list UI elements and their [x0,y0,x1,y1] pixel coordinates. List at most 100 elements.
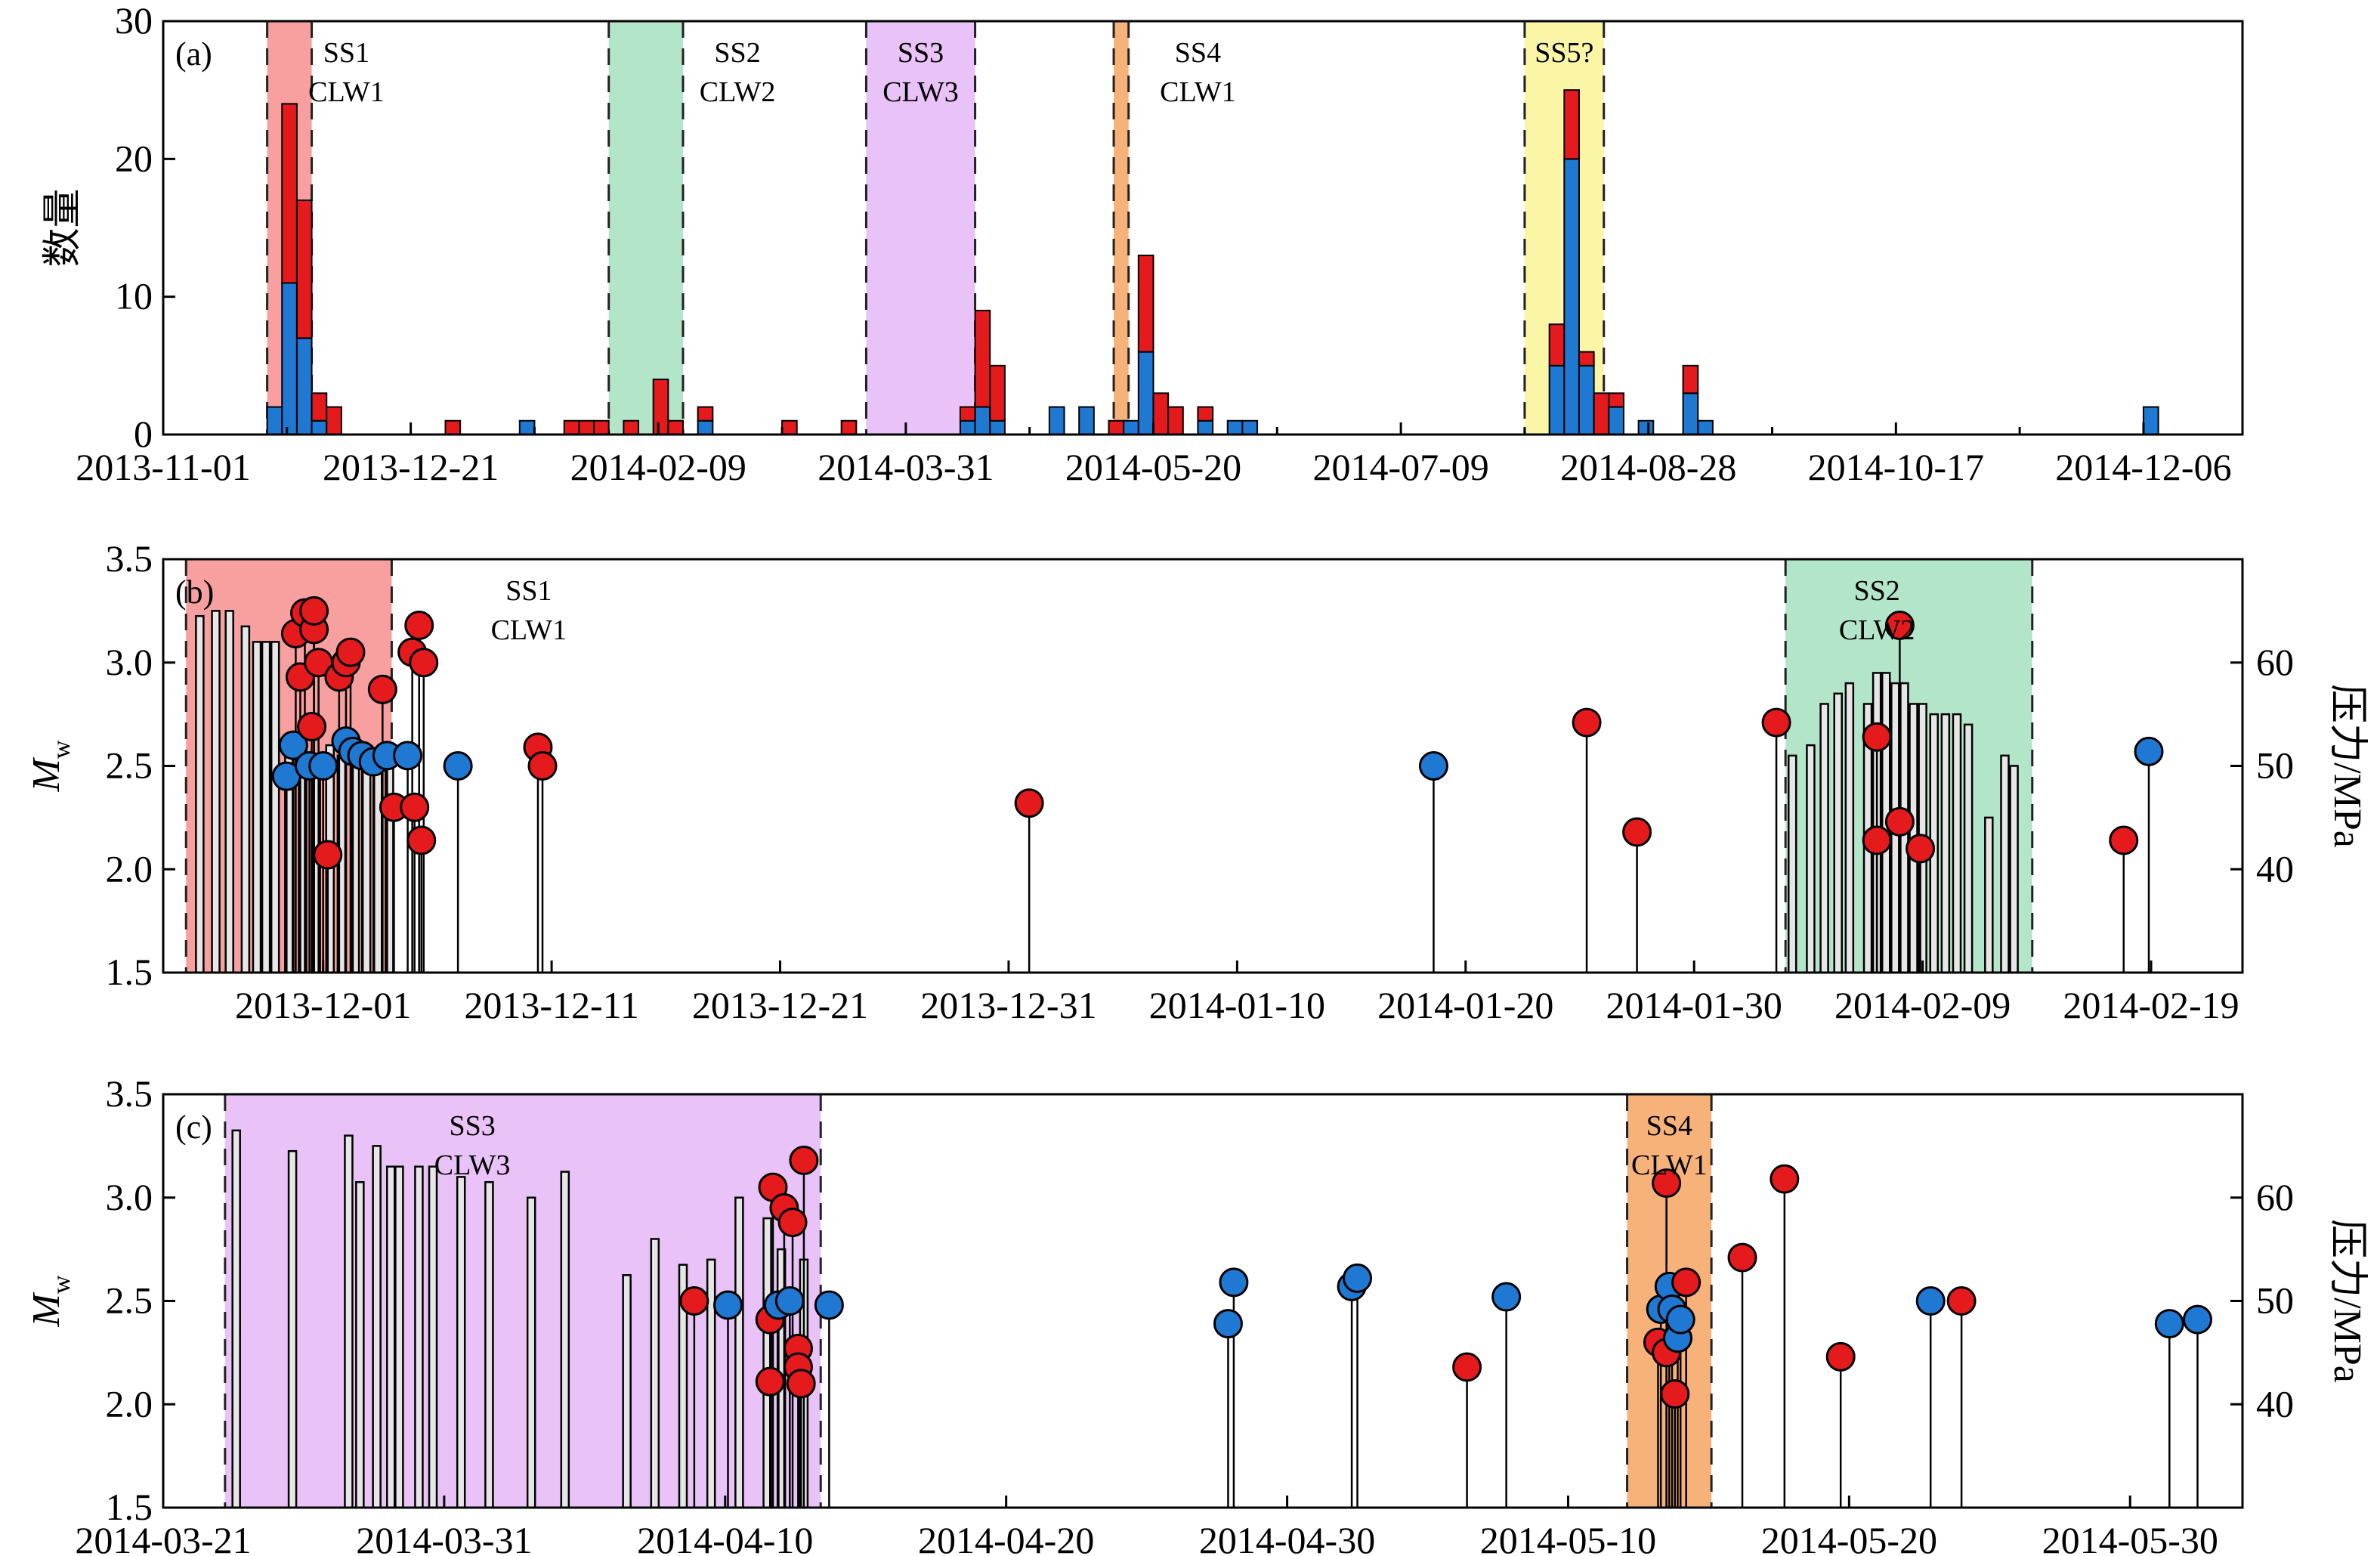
stage-label: SS2 [1853,575,1899,607]
panel-label: (a) [175,36,212,73]
pressure-bar [395,1167,403,1508]
y-axis-label-main: M [25,1292,68,1327]
event-marker [1214,1310,1241,1338]
x-tick-label: 2014-03-21 [75,1519,251,1556]
bar-red [1153,393,1168,435]
pressure-bar [1985,818,1992,973]
event-marker [2110,827,2137,854]
pressure-bar [253,642,261,973]
stage-label: SS4 [1175,37,1221,69]
stage-label: SS2 [714,37,760,69]
bar-red [1594,393,1609,435]
event-marker [298,713,326,741]
pressure-bar [226,611,233,973]
x-tick-label: 2014-05-10 [1480,1519,1656,1556]
bar-blue [282,283,297,435]
x-tick-label: 2014-04-20 [918,1519,1094,1556]
x-tick-label: 2014-03-31 [818,446,994,488]
bar-blue [1550,366,1565,435]
x-tick-label: 2014-02-09 [570,446,746,488]
event-marker [1763,709,1790,736]
bar-red [668,421,683,435]
y-tick-label: 2.0 [106,1382,153,1425]
y2-tick-label: 50 [2256,1279,2294,1322]
event-marker [1729,1244,1756,1271]
x-tick-label: 2013-12-11 [464,984,638,1026]
y-tick-label: 3.5 [106,1072,153,1115]
pressure-bar [1821,704,1828,973]
bar-red [445,421,460,435]
bar-blue [1639,421,1654,435]
bar-blue [1124,421,1139,435]
x-tick-label: 2014-02-09 [1834,984,2011,1026]
bar-red [1550,324,1565,366]
bar-blue [1564,159,1579,435]
y2-tick-label: 60 [2256,641,2294,683]
bar-red [1168,407,1183,435]
y-tick-label: 2.5 [106,1279,153,1322]
y2-axis-label: 压力/MPa [2326,1219,2369,1383]
bar-blue [1139,352,1154,435]
event-marker [401,793,428,821]
x-tick-label: 2014-08-28 [1560,446,1736,488]
event-marker [1015,790,1043,817]
bar-blue [698,421,713,435]
x-tick-label: 2014-01-20 [1377,984,1553,1026]
event-marker [1863,827,1890,854]
y-axis-label: 数量 [42,188,85,267]
panel-b: SS1 CLW1 SS2 CLW2 (b) 1.5 2.0 2.5 3.0 3.5 40 50 60 压力… [25,537,2369,1026]
bar-blue [1049,407,1065,435]
event-marker [790,1147,818,1174]
bar-red [564,421,580,435]
event-marker [779,1209,806,1236]
x-tick-label: 2014-01-30 [1606,984,1782,1026]
stage-band [609,21,683,435]
pressure-bar [212,611,220,973]
bar-blue [1683,393,1698,435]
x-tick-label: 2014-05-20 [1761,1519,1937,1556]
event-marker [2135,738,2162,765]
pressure-bar [345,1136,352,1508]
bar-blue [2144,407,2159,435]
stage-label: CLW1 [1160,76,1236,108]
y-axis-label-main: M [25,756,68,792]
pressure-bar [561,1172,569,1508]
pressure-bar [1846,683,1853,973]
event-marker [1863,723,1890,750]
event-marker [815,1292,842,1319]
y2-tick-label: 50 [2256,744,2294,787]
event-marker [1948,1288,1975,1315]
y-axis-label-subscript: w [48,1275,76,1294]
y2-tick-label: 40 [2256,847,2294,889]
stage-band [1114,21,1129,435]
bar-blue [1609,407,1624,435]
x-tick-label: 2014-04-10 [637,1519,813,1556]
y2-tick-label: 60 [2256,1176,2294,1218]
bar-blue [1579,366,1594,435]
pressure-bar [485,1182,493,1508]
bar-red [282,104,297,283]
bar-red [1564,90,1579,159]
stage-label: CLW2 [700,76,776,108]
y2-axis-label: 压力/MPa [2326,684,2369,848]
pressure-bar [373,1146,381,1508]
y-tick-label: 3.0 [106,641,153,683]
event-marker [1493,1283,1520,1310]
pressure-bar [1953,714,1961,973]
y-tick-label: 2.0 [106,847,153,889]
bar-blue [520,421,535,435]
bar-blue [1698,421,1713,435]
event-marker [1771,1165,1798,1193]
event-marker [1886,808,1913,835]
pressure-bar [196,616,203,973]
event-marker [1220,1269,1247,1296]
stage-label: SS4 [1646,1110,1692,1142]
event-marker [1344,1264,1371,1292]
pressure-bar [1807,745,1814,973]
bar-red [990,366,1005,421]
bar-blue [1198,421,1213,435]
bar-blue [1242,421,1257,435]
stage-label: CLW3 [882,76,959,108]
bar-blue [960,421,975,435]
pressure-bar [2001,756,2008,973]
